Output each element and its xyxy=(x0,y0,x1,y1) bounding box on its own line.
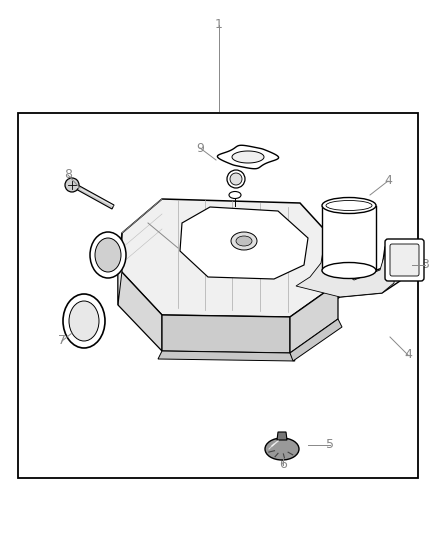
Polygon shape xyxy=(290,283,338,353)
Ellipse shape xyxy=(236,236,252,246)
Polygon shape xyxy=(74,184,114,209)
Circle shape xyxy=(227,170,245,188)
Ellipse shape xyxy=(326,200,372,211)
Ellipse shape xyxy=(265,438,299,460)
Ellipse shape xyxy=(322,262,376,279)
FancyBboxPatch shape xyxy=(390,244,419,276)
Polygon shape xyxy=(162,315,290,353)
Polygon shape xyxy=(232,151,264,163)
Polygon shape xyxy=(158,351,295,361)
Ellipse shape xyxy=(229,191,241,198)
Ellipse shape xyxy=(231,232,257,250)
Polygon shape xyxy=(277,432,287,440)
Polygon shape xyxy=(118,199,344,317)
Polygon shape xyxy=(118,233,122,305)
Text: 2: 2 xyxy=(144,216,152,230)
Text: 3: 3 xyxy=(421,259,429,271)
Polygon shape xyxy=(118,268,162,351)
Circle shape xyxy=(346,248,366,268)
Polygon shape xyxy=(217,146,279,169)
Polygon shape xyxy=(322,206,376,270)
Text: 4: 4 xyxy=(404,349,412,361)
Bar xyxy=(18,113,418,478)
Ellipse shape xyxy=(322,198,376,214)
Circle shape xyxy=(230,173,242,185)
Polygon shape xyxy=(296,220,395,297)
Ellipse shape xyxy=(69,301,99,341)
Polygon shape xyxy=(288,218,402,320)
Text: 6: 6 xyxy=(279,458,287,472)
Text: 4: 4 xyxy=(384,174,392,188)
FancyBboxPatch shape xyxy=(385,239,424,281)
Ellipse shape xyxy=(90,232,126,278)
Text: 5: 5 xyxy=(326,439,334,451)
Text: 9: 9 xyxy=(196,141,204,155)
Text: 7: 7 xyxy=(58,335,66,348)
Ellipse shape xyxy=(63,294,105,348)
Text: 1: 1 xyxy=(215,19,223,31)
Polygon shape xyxy=(290,319,342,361)
Polygon shape xyxy=(180,207,308,279)
Ellipse shape xyxy=(95,238,121,272)
Text: 8: 8 xyxy=(64,168,72,182)
Circle shape xyxy=(65,178,79,192)
